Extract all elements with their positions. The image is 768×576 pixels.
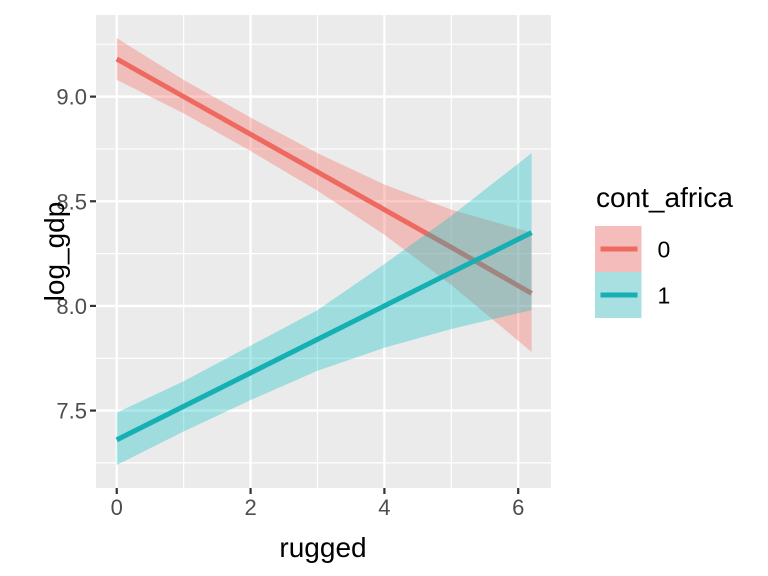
y-tick-label: 7.5 — [56, 399, 87, 424]
fit-line-cont-africa-0 — [115, 56, 533, 296]
legend-title: cont_africa — [596, 182, 733, 213]
legend-label-1: 1 — [658, 283, 671, 309]
gridlines-minor — [96, 15, 551, 488]
x-tick-label: 0 — [111, 495, 123, 520]
axis-ticks — [90, 95, 520, 494]
series-layer — [115, 38, 533, 465]
x-tick-label: 2 — [244, 495, 256, 520]
legend-label-0: 0 — [658, 237, 671, 263]
y-axis-title: log_gdp — [39, 202, 70, 302]
y-tick-label: 9.0 — [56, 85, 87, 110]
y-tick-label: 8.0 — [56, 294, 87, 319]
x-tick-label: 6 — [512, 495, 524, 520]
fit-line-cont-africa-1 — [115, 230, 533, 443]
x-axis-title: rugged — [279, 532, 366, 563]
x-tick-label: 4 — [378, 495, 390, 520]
plot-panel — [96, 15, 551, 488]
y-tick-label: 8.5 — [56, 189, 87, 214]
axis-tick-labels: 0 2 4 6 7.5 8.0 8.5 9.0 — [56, 85, 524, 520]
legend: 01 — [595, 226, 670, 318]
